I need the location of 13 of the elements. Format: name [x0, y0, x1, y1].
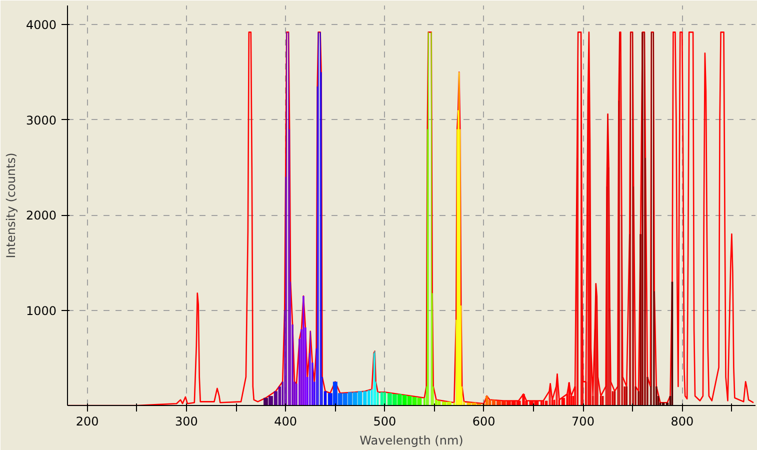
x-tick-label: 500 [373, 414, 396, 428]
x-tick-label: 600 [472, 414, 496, 428]
x-tick-label: 800 [670, 414, 694, 428]
y-tick-label: 4000 [26, 18, 57, 32]
y-tick-label: 1000 [26, 304, 57, 318]
y-tick-label: 3000 [26, 113, 57, 128]
x-axis-title: Wavelength (nm) [360, 434, 464, 448]
y-tick-label: 2000 [26, 208, 57, 223]
x-tick-label: 200 [76, 414, 99, 428]
x-tick-label: 300 [175, 414, 198, 428]
y-axis-title: Intensity (counts) [4, 152, 18, 258]
x-tick-label: 700 [572, 414, 594, 428]
x-tick-label: 400 [274, 414, 298, 428]
